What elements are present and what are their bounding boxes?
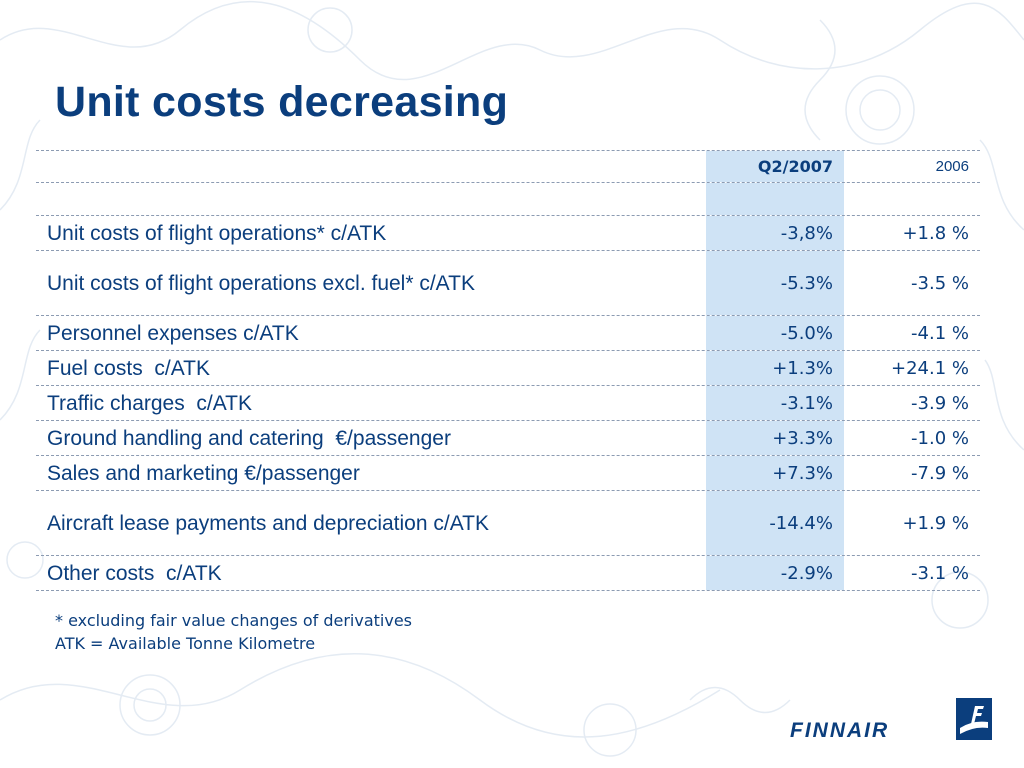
row-label: Traffic charges c/ATK [47, 391, 253, 415]
table-row: Ground handling and catering €/passenger… [36, 421, 980, 456]
row-label: Other costs c/ATK [47, 561, 222, 585]
q2-2007-value: +7.3% [706, 456, 844, 490]
value-2006: -3.1 % [911, 562, 969, 584]
column-header-2006: 2006 [935, 158, 969, 175]
table-row: Traffic charges c/ATK -3.1% -3.9 % [36, 386, 980, 421]
cost-table: Q2/2007 2006 Unit costs of flight operat… [36, 150, 980, 591]
finnair-wordmark: FINNAIR [790, 719, 889, 742]
row-label: Unit costs of flight operations excl. fu… [47, 271, 475, 295]
footnote-derivatives: * excluding fair value changes of deriva… [55, 611, 413, 630]
table-row: Sales and marketing €/passenger +7.3% -7… [36, 456, 980, 491]
finnair-logo: FINNAIR [790, 698, 992, 742]
value-2006: -3.9 % [911, 392, 969, 414]
value-2006: -7.9 % [911, 462, 969, 484]
q2-2007-value: -2.9% [706, 556, 844, 590]
row-label: Unit costs of flight operations* c/ATK [47, 221, 387, 245]
finnair-flag-icon [956, 698, 992, 740]
column-header-q2-2007: Q2/2007 [706, 151, 844, 182]
q2-2007-value: -3.1% [706, 386, 844, 420]
table-row: Unit costs of flight operations* c/ATK -… [36, 216, 980, 251]
q2-2007-value: -5.0% [706, 316, 844, 350]
q2-2007-value: +1.3% [706, 351, 844, 385]
table-row: Fuel costs c/ATK +1.3% +24.1 % [36, 351, 980, 386]
slide-title: Unit costs decreasing [55, 78, 509, 126]
table-row: Personnel expenses c/ATK -5.0% -4.1 % [36, 316, 980, 351]
footnote-atk-definition: ATK = Available Tonne Kilometre [55, 634, 316, 653]
row-label: Aircraft lease payments and depreciation… [47, 511, 489, 535]
table-row: Aircraft lease payments and depreciation… [36, 491, 980, 556]
value-2006: +1.8 % [902, 222, 969, 244]
table-header-row: Q2/2007 2006 [36, 150, 980, 183]
row-label: Personnel expenses c/ATK [47, 321, 299, 345]
row-label: Sales and marketing €/passenger [47, 461, 360, 485]
value-2006: -4.1 % [911, 322, 969, 344]
q2-2007-value: -3,8% [706, 216, 844, 250]
q2-2007-value: -5.3% [706, 251, 844, 315]
q2-2007-value: -14.4% [706, 491, 844, 555]
value-2006: -1.0 % [911, 427, 969, 449]
footnotes: * excluding fair value changes of deriva… [55, 609, 412, 655]
table-row: Unit costs of flight operations excl. fu… [36, 251, 980, 316]
row-label: Ground handling and catering €/passenger [47, 426, 451, 450]
value-2006: -3.5 % [911, 272, 969, 294]
row-label: Fuel costs c/ATK [47, 356, 210, 380]
value-2006: +24.1 % [891, 357, 969, 379]
table-row: Other costs c/ATK -2.9% -3.1 % [36, 556, 980, 591]
q2-2007-value: +3.3% [706, 421, 844, 455]
table-spacer-row [36, 183, 980, 216]
value-2006: +1.9 % [902, 512, 969, 534]
